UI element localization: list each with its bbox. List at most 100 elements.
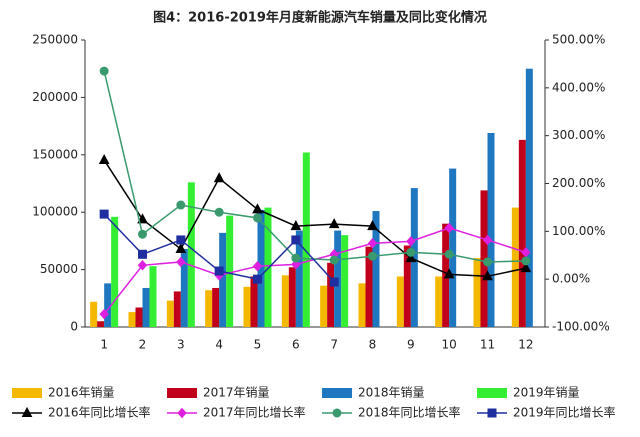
bar xyxy=(90,301,98,327)
y-tick-label: 50000 xyxy=(40,262,78,276)
legend-label: 2018年同比增长率 xyxy=(358,405,461,420)
bar xyxy=(288,267,296,327)
marker xyxy=(521,256,531,266)
bar xyxy=(149,266,157,327)
marker xyxy=(520,262,532,273)
x-tick-label: 4 xyxy=(215,338,223,352)
marker xyxy=(444,249,454,259)
legend-label: 2019年销量 xyxy=(513,386,580,400)
y2-tick-label: 100.00% xyxy=(552,224,605,238)
bar xyxy=(173,291,181,327)
marker xyxy=(214,266,224,276)
bar xyxy=(226,215,234,327)
legend-label: 2017年同比增长率 xyxy=(203,405,306,420)
x-tick-label: 10 xyxy=(442,338,457,352)
marker xyxy=(487,408,497,418)
bar xyxy=(435,276,443,327)
bar xyxy=(511,207,519,327)
bar xyxy=(128,312,136,327)
bar xyxy=(403,245,411,327)
marker xyxy=(332,408,342,418)
marker xyxy=(99,66,109,76)
marker xyxy=(406,236,416,247)
marker xyxy=(367,238,378,249)
legend-swatch xyxy=(322,388,352,398)
x-tick-label: 1 xyxy=(100,338,108,352)
marker xyxy=(253,274,262,284)
marker xyxy=(483,257,492,267)
bar xyxy=(142,287,150,327)
bar xyxy=(358,283,366,327)
y-tick-label: 0 xyxy=(70,320,78,334)
legend-label: 2017年销量 xyxy=(203,386,270,400)
marker xyxy=(176,200,186,210)
marker xyxy=(213,172,225,183)
marker xyxy=(482,234,493,246)
bar xyxy=(180,248,188,327)
bar xyxy=(205,290,213,327)
bar xyxy=(396,276,404,327)
bar xyxy=(166,300,174,327)
y2-tick-label: 0.00% xyxy=(552,272,590,286)
marker xyxy=(368,251,377,261)
marker xyxy=(291,253,301,263)
bar xyxy=(365,246,373,327)
bar xyxy=(480,190,488,327)
x-tick-label: 2 xyxy=(139,338,147,352)
x-tick-label: 7 xyxy=(330,338,338,352)
legend-swatch xyxy=(167,388,197,398)
bar xyxy=(135,307,143,327)
bar xyxy=(212,287,220,327)
marker xyxy=(329,277,339,287)
marker xyxy=(137,260,148,271)
line xyxy=(103,70,526,263)
bar xyxy=(104,283,112,327)
marker xyxy=(406,247,416,257)
bar xyxy=(243,286,251,327)
marker xyxy=(444,222,454,234)
bar xyxy=(264,207,272,327)
marker xyxy=(329,255,339,265)
x-tick-label: 11 xyxy=(480,338,495,352)
y2-tick-label: 500.00% xyxy=(552,33,605,47)
x-tick-label: 5 xyxy=(254,338,262,352)
bar xyxy=(327,262,335,327)
marker xyxy=(175,242,187,254)
legend-swatch xyxy=(477,388,507,398)
bar xyxy=(97,321,105,327)
y-tick-label: 250000 xyxy=(32,33,78,47)
marker xyxy=(252,203,263,214)
bar xyxy=(187,182,195,327)
marker xyxy=(328,218,340,229)
bar xyxy=(250,276,258,327)
bar xyxy=(518,139,526,327)
bar xyxy=(525,68,533,327)
y2-tick-label: 300.00% xyxy=(552,128,605,142)
bar xyxy=(449,168,457,327)
marker xyxy=(138,249,147,259)
y2-tick-label: -100.00% xyxy=(552,320,610,334)
marker xyxy=(138,229,147,239)
marker xyxy=(21,406,33,417)
x-tick-label: 12 xyxy=(518,338,533,352)
marker xyxy=(443,268,455,279)
marker xyxy=(137,213,148,224)
y2-tick-label: 200.00% xyxy=(552,176,605,190)
bar xyxy=(410,188,418,327)
legend-label: 2018年销量 xyxy=(358,386,425,400)
bar xyxy=(281,275,289,327)
marker xyxy=(482,270,493,281)
marker xyxy=(99,209,109,219)
bar xyxy=(473,258,481,327)
marker xyxy=(214,207,224,217)
bar xyxy=(320,285,328,327)
bar xyxy=(295,230,303,327)
marker xyxy=(98,153,110,165)
x-tick-label: 9 xyxy=(407,338,415,352)
bar xyxy=(302,152,310,327)
bar xyxy=(219,232,227,327)
marker xyxy=(405,252,417,263)
legend-label: 2019年同比增长率 xyxy=(513,405,616,420)
marker xyxy=(367,220,378,231)
bar xyxy=(341,235,349,327)
